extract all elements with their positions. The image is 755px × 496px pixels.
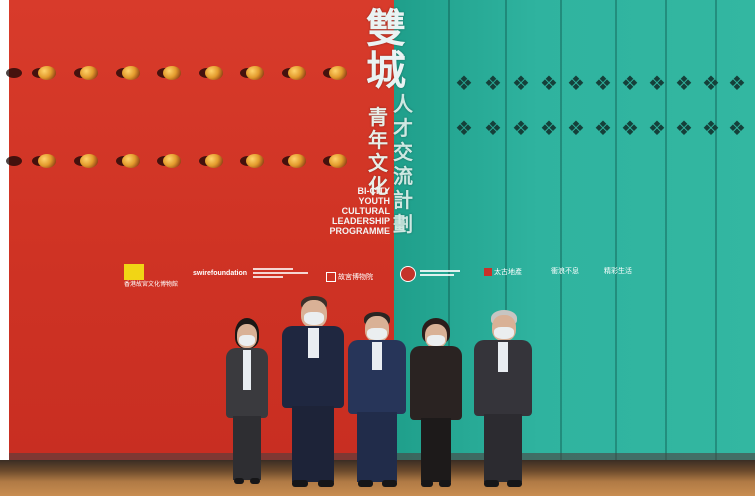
hk-palace-museum-logo: 香港故宮文化博物館 xyxy=(124,264,178,289)
door-panel-seam xyxy=(615,0,617,460)
palace-museum-seal-icon xyxy=(326,272,336,282)
person-2 xyxy=(282,296,344,490)
title-en-line-3: CULTURAL xyxy=(341,206,390,216)
lattice-ornament: ❖ xyxy=(484,71,502,95)
swire-properties-logo-text: 太古地產 xyxy=(493,268,522,276)
door-stud xyxy=(246,154,264,168)
lattice-ornament: ❖ xyxy=(455,116,473,140)
lattice-ornament: ❖ xyxy=(702,116,720,140)
palace-museum-logo-text: 故宮博物院 xyxy=(337,273,373,281)
lattice-ornament: ❖ xyxy=(648,116,666,140)
door-stud xyxy=(329,66,347,80)
lattice-ornament: ❖ xyxy=(728,116,746,140)
title-chinese-sub-right: 人 才 交 流 計 劃 xyxy=(393,92,417,236)
face-mask xyxy=(304,312,324,325)
title-char-3: 青 xyxy=(368,105,388,129)
title-char-1: 雙 xyxy=(366,5,406,52)
door-stud xyxy=(122,66,140,80)
door-stud xyxy=(80,154,98,168)
door-stud xyxy=(38,66,56,80)
face-mask xyxy=(494,327,514,339)
swire-logo: swirefoundation xyxy=(193,270,247,277)
lattice-ornament: ❖ xyxy=(621,116,639,140)
hksar-text-block xyxy=(420,270,464,276)
lattice-ornament: ❖ xyxy=(728,71,746,95)
lattice-ornament: ❖ xyxy=(621,71,639,95)
door-stud xyxy=(80,66,98,80)
palace-museum-logo: 故宮博物院 xyxy=(326,272,373,282)
door-panel-seam xyxy=(665,0,667,460)
face-mask xyxy=(367,328,387,340)
lattice-ornament: ❖ xyxy=(512,116,530,140)
door-panel-seam xyxy=(448,0,450,460)
title-en-line-2: YOUTH xyxy=(358,196,391,206)
lattice-ornament: ❖ xyxy=(594,71,612,95)
lattice-ornament: ❖ xyxy=(567,116,585,140)
lattice-ornament: ❖ xyxy=(455,71,473,95)
title-char-6: 化 xyxy=(368,174,388,198)
person-4 xyxy=(410,318,462,490)
face-mask xyxy=(427,335,445,346)
stud-shadow xyxy=(6,68,22,78)
title-char-4: 年 xyxy=(368,128,388,152)
sponsor-2-logo-text: 衝浪不息 xyxy=(551,268,579,275)
door-stud xyxy=(163,66,181,80)
hksar-logo xyxy=(400,266,416,282)
person-1 xyxy=(224,318,270,488)
door-stud xyxy=(329,154,347,168)
lattice-ornament: ❖ xyxy=(567,71,585,95)
stud-shadow xyxy=(6,156,22,166)
title-char-9: 交 xyxy=(393,140,413,164)
person-5 xyxy=(474,310,532,490)
door-stud xyxy=(122,154,140,168)
lattice-ornament: ❖ xyxy=(702,71,720,95)
door-stud xyxy=(163,154,181,168)
sponsor-3-logo-text: 精彩生活 xyxy=(604,268,632,275)
face-mask xyxy=(239,335,255,346)
person-3 xyxy=(348,312,406,490)
lattice-ornament: ❖ xyxy=(484,116,502,140)
lattice-ornament: ❖ xyxy=(540,116,558,140)
door-panel-seam xyxy=(505,0,507,460)
hk-palace-museum-logo-text: 香港故宮文化博物館 xyxy=(124,282,179,288)
sponsor-2-logo: 衝浪不息 xyxy=(551,268,579,275)
door-stud xyxy=(288,154,306,168)
title-char-10: 流 xyxy=(393,164,413,188)
door-panel-seam xyxy=(715,0,717,460)
lattice-ornament: ❖ xyxy=(540,71,558,95)
swire-properties-mark-icon xyxy=(484,268,492,276)
title-char-2: 城 xyxy=(366,47,406,94)
door-panel-seam xyxy=(560,0,562,460)
title-char-5: 文 xyxy=(368,151,388,175)
lattice-ornament: ❖ xyxy=(512,71,530,95)
title-char-12: 劃 xyxy=(393,212,413,236)
door-stud xyxy=(288,66,306,80)
title-en-line-4: LEADERSHIP xyxy=(331,216,390,226)
door-stud xyxy=(38,154,56,168)
door-stud xyxy=(205,66,223,80)
hksar-emblem-icon xyxy=(400,266,416,282)
title-english: BI-CITY YOUTH CULTURAL LEADERSHIP PROGRA… xyxy=(320,186,391,236)
title-en-line-5: PROGRAMME xyxy=(329,226,391,236)
lattice-ornament: ❖ xyxy=(675,71,693,95)
lattice-ornament: ❖ xyxy=(594,116,612,140)
title-char-11: 計 xyxy=(393,188,413,212)
sponsor-text-block xyxy=(253,268,313,282)
door-stud xyxy=(246,66,264,80)
sponsor-3-logo: 精彩生活 xyxy=(604,268,632,275)
swire-logo-text: swirefoundation xyxy=(193,270,248,277)
swire-properties-logo: 太古地產 xyxy=(484,268,522,276)
lattice-ornament: ❖ xyxy=(648,71,666,95)
title-char-8: 才 xyxy=(393,116,413,140)
lattice-ornament: ❖ xyxy=(675,116,693,140)
title-chinese-main: 雙 城 xyxy=(366,8,416,92)
title-en-line-1: BI-CITY xyxy=(357,186,391,196)
title-chinese-sub-left: 青 年 文 化 xyxy=(368,106,392,198)
title-char-7: 人 xyxy=(393,92,413,116)
door-stud xyxy=(205,154,223,168)
